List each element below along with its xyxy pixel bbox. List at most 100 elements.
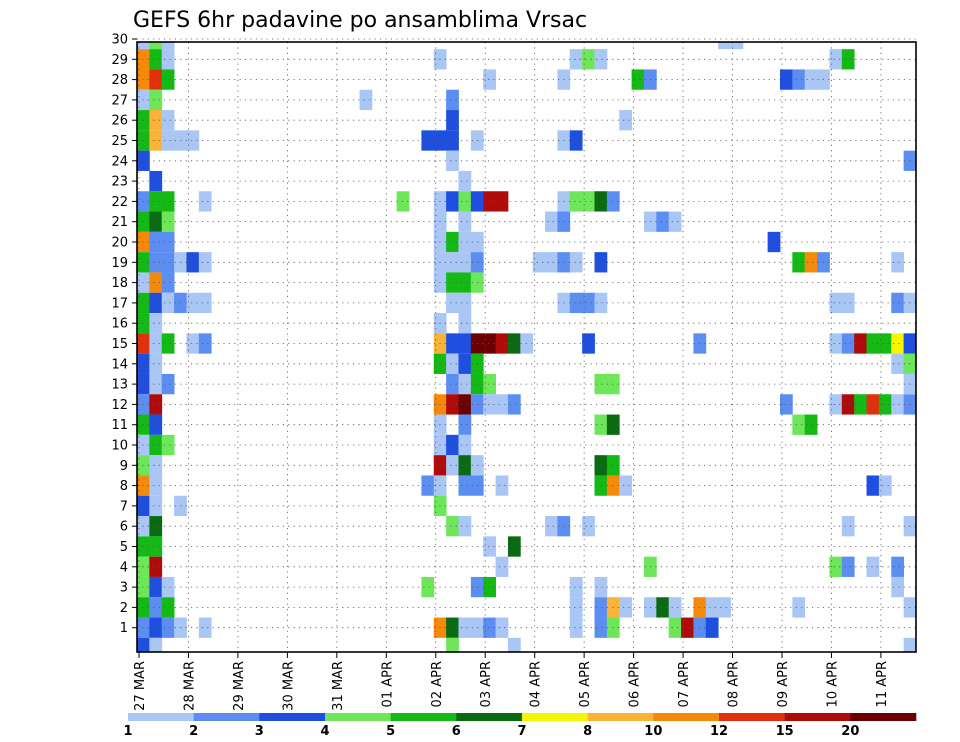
heatmap-cell [198,333,212,354]
y-tick-label: 12 [111,398,128,413]
heatmap-cell [149,211,163,232]
x-axis-ticks: 27 MAR 28 MAR 29 MAR 30 MAR 31 MAR 01 APR 02 A… [133,652,890,711]
heatmap-cell [545,211,558,232]
heatmap-cell [668,597,682,618]
heatmap-cell [705,617,719,638]
legend-swatch [850,713,917,721]
heatmap-cell [891,576,905,598]
legend-swatch [128,713,194,721]
y-tick-label: 8 [120,479,128,494]
heatmap-cell [545,516,558,537]
heatmap-cell [446,272,459,293]
heatmap-cell [458,414,472,435]
grid-lines [137,38,916,652]
y-tick-label: 7 [120,499,128,514]
heatmap-cell [186,333,200,354]
heatmap-cell [446,191,459,212]
heatmap-cell [582,191,595,212]
heatmap-cell [149,313,163,334]
heatmap-cell [507,637,521,652]
y-tick-label: 13 [111,378,128,393]
heatmap-cell [149,191,163,212]
heatmap-cell [891,353,905,374]
heatmap-cell [446,516,459,537]
heatmap-cell [594,414,608,435]
heatmap-cell [161,272,175,293]
heatmap-cell [507,536,521,557]
color-legend: 1 2 3 4 5 6 7 8 10 12 15 20 [123,713,917,739]
heatmap-cell [458,617,472,638]
heatmap-cell [569,576,583,598]
heatmap-cell [446,231,459,253]
y-tick-label: 17 [111,296,128,311]
x-tick-label: 11 APR [875,661,890,707]
heatmap-cell [582,516,595,537]
heatmap-cell [668,211,682,232]
y-tick-label: 27 [111,93,128,108]
heatmap-cell [792,414,806,435]
heatmap-cell [149,49,163,70]
heatmap-cell [149,617,163,638]
y-tick-label: 21 [111,215,128,230]
heatmap-cell [396,191,410,212]
heatmap-cell [483,373,496,395]
heatmap-cell [458,292,472,314]
heatmap-cell [804,414,818,435]
heatmap-cell [458,211,472,232]
heatmap-cell [569,49,583,70]
y-tick-label: 25 [111,134,128,149]
heatmap-cell [483,69,496,90]
x-tick-label: 31 MAR [331,661,346,711]
legend-label: 8 [583,724,592,739]
heatmap-cell [198,617,212,638]
heatmap-cell [619,110,633,131]
x-tick-label: 09 APR [776,661,791,707]
heatmap-cell [161,252,175,273]
heatmap-cell [705,597,719,618]
heatmap-cell [149,89,163,111]
heatmap-cell [891,556,905,577]
heatmap-cell [161,191,175,212]
heatmap-cell [149,69,163,90]
heatmap-cell [149,272,163,293]
heatmap-cell [891,394,905,415]
heatmap-cell [841,394,855,415]
heatmap-cell [866,556,880,577]
heatmap-cell [532,252,546,273]
x-tick-label: 02 APR [430,661,445,707]
heatmap-cell [656,211,670,232]
legend-label: 7 [517,724,526,739]
heatmap-cell [149,536,163,557]
legend-label: 12 [710,724,728,739]
heatmap-cell [149,292,163,314]
heatmap-cell [446,292,459,314]
legend-label: 3 [255,724,264,739]
heatmap-cell [829,292,843,314]
heatmap-cell [829,49,843,70]
y-tick-label: 28 [111,73,128,88]
heatmap-cell [483,576,496,598]
heatmap-cell [718,42,731,50]
heatmap-cell [545,252,558,273]
heatmap-cell [878,394,892,415]
heatmap-cell [149,333,163,354]
heatmap-cell [161,42,175,50]
heatmap-cell [458,252,472,273]
heatmap-cell [421,475,435,496]
y-tick-label: 22 [111,195,128,210]
plot-frame [136,41,917,653]
heatmap-cell [569,617,583,638]
y-tick-label: 11 [111,418,128,433]
legend-label: 2 [189,724,198,739]
legend-swatch [193,713,260,721]
legend-label: 20 [841,724,859,739]
heatmap-cell [483,333,496,354]
y-axis-ticks: 1234567891011121314151617181920212223242… [111,33,137,636]
heatmap-cell [458,231,472,253]
y-tick-label: 9 [120,459,128,474]
heatmap-cell [458,455,472,476]
x-tick-label: 29 MAR [232,661,247,711]
heatmap-cell [718,597,731,618]
legend-label: 6 [452,724,461,739]
heatmap-cell [458,313,472,334]
